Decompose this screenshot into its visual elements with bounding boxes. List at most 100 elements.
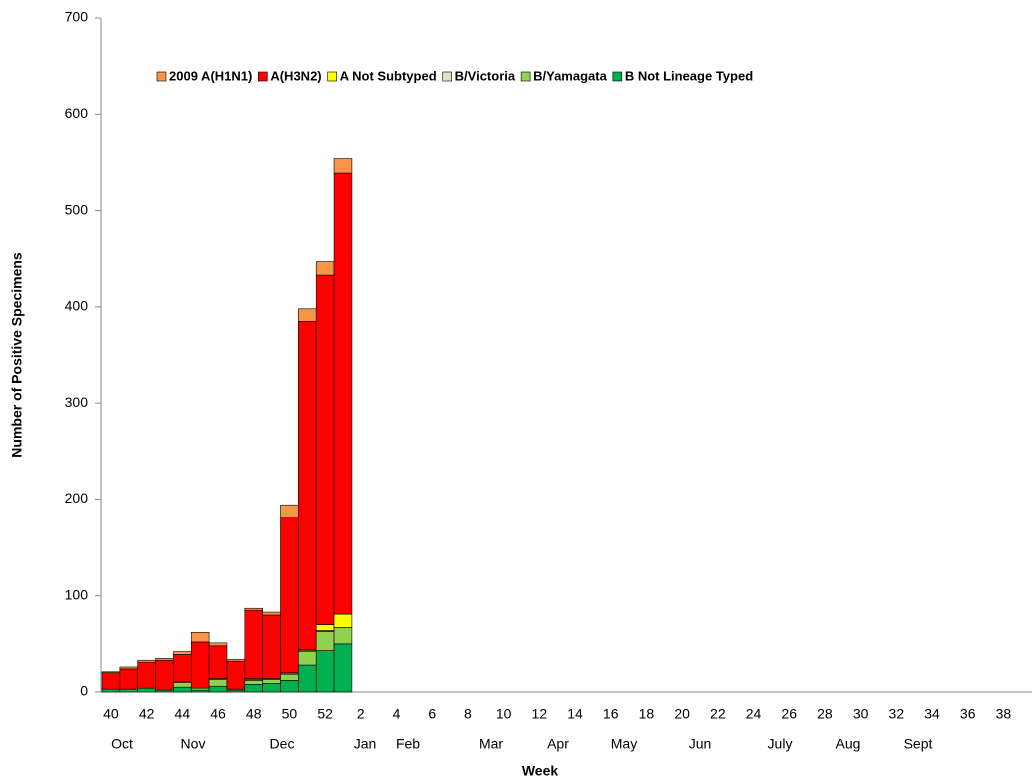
bar-segment [315, 274, 335, 625]
legend-label: A(H3N2) [270, 68, 321, 83]
bar-segment [262, 611, 281, 616]
bar-segment [244, 609, 263, 679]
y-tick-label: 200 [65, 490, 89, 506]
bar-segment [119, 666, 138, 670]
bar-segment [315, 261, 335, 276]
bar-segment [208, 685, 228, 693]
month-label: Nov [181, 736, 206, 752]
x-tick-label: 42 [139, 706, 155, 722]
legend-swatch [612, 71, 623, 82]
bar-segment [190, 641, 210, 689]
bar-segment [280, 504, 299, 519]
x-tick-label: 12 [532, 706, 548, 722]
x-tick-label: 44 [175, 706, 191, 722]
month-label: Oct [111, 736, 133, 752]
y-tick-label: 0 [80, 683, 88, 699]
bar-segment [244, 607, 263, 611]
x-tick-label: 48 [246, 706, 262, 722]
legend-swatch [156, 71, 167, 82]
x-tick-label: 38 [996, 706, 1012, 722]
x-axis-title: Week [522, 763, 559, 779]
bar-segment [119, 688, 138, 693]
month-label: July [768, 736, 793, 752]
month-label: Jan [354, 736, 377, 752]
legend-label: B/Victoria [455, 68, 516, 83]
bar-segment [208, 642, 228, 647]
bar-segment [298, 651, 317, 666]
x-tick-label: 46 [210, 706, 226, 722]
month-label: Sept [904, 736, 933, 752]
x-tick-label: 26 [781, 706, 797, 722]
month-label: Feb [396, 736, 420, 752]
bar-segment [155, 659, 174, 691]
bar-segment [244, 683, 263, 693]
x-tick-label: 6 [428, 706, 436, 722]
bar-segment [173, 686, 192, 693]
bar-segment [137, 687, 156, 693]
y-tick-label: 600 [65, 105, 89, 121]
bar-segment [244, 680, 263, 685]
bar-segment [208, 679, 228, 687]
y-tick-label: 500 [65, 201, 89, 217]
y-tick-label: 300 [65, 394, 89, 410]
month-label: Dec [270, 736, 295, 752]
bar-segment [280, 674, 299, 681]
bar-segment [208, 645, 228, 679]
legend-swatch [520, 71, 531, 82]
x-tick-label: 8 [464, 706, 472, 722]
bar-segment [280, 517, 299, 674]
x-tick-label: 10 [496, 706, 512, 722]
bar-segment [333, 627, 353, 645]
x-tick-label: 30 [853, 706, 869, 722]
bar-segment [119, 668, 138, 690]
month-label: Aug [836, 736, 861, 752]
x-tick-label: 24 [746, 706, 762, 722]
bar-segment [333, 643, 353, 693]
bar-segment [298, 320, 317, 650]
bar-segment [262, 683, 281, 693]
month-label: Jun [689, 736, 712, 752]
bar-segment [173, 654, 192, 682]
bar-segment [333, 158, 353, 174]
x-tick-label: 36 [960, 706, 976, 722]
x-tick-label: 28 [817, 706, 833, 722]
legend-label: B/Yamagata [533, 68, 607, 83]
x-tick-label: 14 [567, 706, 583, 722]
bar-segment [226, 658, 246, 662]
legend-label: B Not Lineage Typed [625, 68, 753, 83]
bar-segment [315, 650, 335, 693]
legend-swatch [258, 71, 268, 82]
month-label: May [611, 736, 637, 752]
x-tick-label: 52 [317, 706, 333, 722]
bar-segment [262, 614, 281, 679]
month-label: Mar [479, 736, 503, 752]
bar-segment [315, 631, 335, 651]
bar-segment [333, 172, 353, 615]
y-tick-label: 100 [65, 586, 89, 602]
bar-segment [137, 661, 156, 689]
month-label: Apr [547, 736, 569, 752]
x-tick-label: 20 [674, 706, 690, 722]
bar-segment [137, 659, 156, 663]
x-tick-label: 16 [603, 706, 619, 722]
legend-label: 2009 A(H1N1) [169, 68, 252, 83]
x-tick-label: 50 [282, 706, 298, 722]
x-tick-label: 34 [924, 706, 940, 722]
x-tick-label: 40 [103, 706, 119, 722]
x-tick-label: 32 [889, 706, 905, 722]
x-tick-label: 4 [393, 706, 401, 722]
bar-segment [333, 613, 353, 628]
bar-segment [226, 660, 246, 690]
legend-label: A Not Subtyped [340, 68, 437, 83]
bar-segment [101, 688, 121, 693]
y-axis-title: Number of Positive Specimens [9, 252, 25, 458]
x-tick-label: 2 [357, 706, 365, 722]
bar-segment [315, 624, 335, 631]
bar-segment [262, 679, 281, 684]
bar-segment [298, 308, 317, 322]
bar-segment [190, 632, 210, 643]
y-tick-label: 400 [65, 298, 89, 314]
legend-swatch [442, 71, 452, 82]
bar-segment [101, 672, 121, 690]
